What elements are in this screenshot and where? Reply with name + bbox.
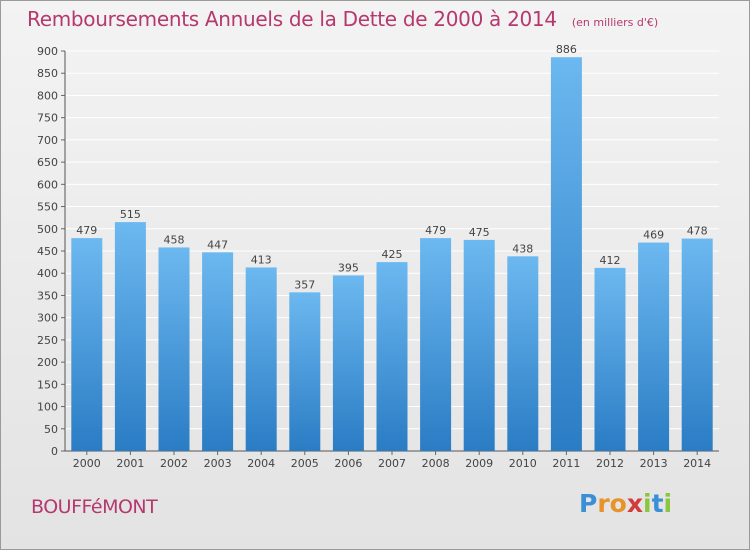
logo-letter: r (597, 489, 610, 518)
data-label: 515 (120, 208, 141, 221)
logo-letter: o (609, 489, 627, 518)
bar (550, 57, 582, 451)
logo-letter: i (663, 489, 673, 518)
data-label: 458 (164, 233, 185, 246)
title-row: Remboursements Annuels de la Dette de 20… (27, 7, 658, 31)
bar (638, 242, 670, 451)
bar (376, 262, 408, 451)
x-tick-label: 2013 (640, 457, 668, 470)
x-tick-label: 2001 (116, 457, 144, 470)
x-tick-label: 2014 (683, 457, 711, 470)
bar (507, 256, 539, 451)
bar (289, 292, 321, 451)
x-tick-label: 2000 (73, 457, 101, 470)
y-tick-label: 100 (37, 401, 58, 414)
y-tick-label: 750 (37, 112, 58, 125)
x-tick-label: 2011 (552, 457, 580, 470)
data-label: 357 (294, 278, 315, 291)
y-tick-label: 450 (37, 245, 58, 258)
data-label: 413 (251, 253, 272, 266)
data-label: 412 (600, 254, 621, 267)
bar (594, 267, 626, 451)
bar (202, 252, 234, 451)
x-tick-label: 2004 (247, 457, 275, 470)
x-tick-label: 2002 (160, 457, 188, 470)
bar (71, 238, 103, 451)
data-label: 479 (76, 224, 97, 237)
bar (245, 267, 277, 451)
y-tick-label: 850 (37, 67, 58, 80)
y-tick-label: 50 (44, 423, 58, 436)
x-tick-label: 2007 (378, 457, 406, 470)
y-tick-label: 250 (37, 334, 58, 347)
x-tick-label: 2006 (334, 457, 362, 470)
proxiti-logo: Proxiti (579, 489, 672, 518)
x-tick-label: 2005 (291, 457, 319, 470)
commune-name: BOUFFéMONT (31, 496, 158, 518)
y-tick-label: 600 (37, 178, 58, 191)
data-label: 886 (556, 43, 577, 56)
data-label: 438 (512, 242, 533, 255)
logo-letter: t (651, 489, 664, 518)
chart-unit: (en milliers d'€) (571, 16, 659, 29)
bar (114, 222, 146, 451)
x-tick-label: 2010 (509, 457, 537, 470)
y-tick-label: 550 (37, 201, 58, 214)
data-label: 447 (207, 238, 228, 251)
data-label: 395 (338, 261, 359, 274)
data-label: 478 (687, 225, 708, 238)
y-tick-label: 400 (37, 267, 58, 280)
bar (681, 238, 713, 451)
y-tick-label: 350 (37, 289, 58, 302)
x-tick-label: 2012 (596, 457, 624, 470)
y-tick-label: 800 (37, 89, 58, 102)
data-label: 469 (643, 229, 664, 242)
chart-title: Remboursements Annuels de la Dette de 20… (27, 7, 557, 31)
data-label: 425 (382, 248, 403, 261)
x-tick-label: 2008 (422, 457, 450, 470)
bar (420, 238, 452, 451)
data-label: 479 (425, 224, 446, 237)
y-tick-label: 300 (37, 312, 58, 325)
data-label: 475 (469, 226, 490, 239)
y-tick-label: 900 (37, 45, 58, 58)
y-tick-label: 700 (37, 134, 58, 147)
y-tick-label: 0 (51, 445, 58, 458)
logo-letter: x (626, 489, 643, 518)
bar (463, 239, 495, 451)
y-tick-label: 650 (37, 156, 58, 169)
bar (332, 275, 364, 451)
logo-letter: i (643, 489, 652, 518)
x-tick-label: 2003 (204, 457, 232, 470)
logo-letter: P (579, 489, 598, 518)
y-tick-label: 150 (37, 378, 58, 391)
x-tick-label: 2009 (465, 457, 493, 470)
bar (158, 247, 190, 451)
y-tick-label: 500 (37, 223, 58, 236)
y-tick-label: 200 (37, 356, 58, 369)
